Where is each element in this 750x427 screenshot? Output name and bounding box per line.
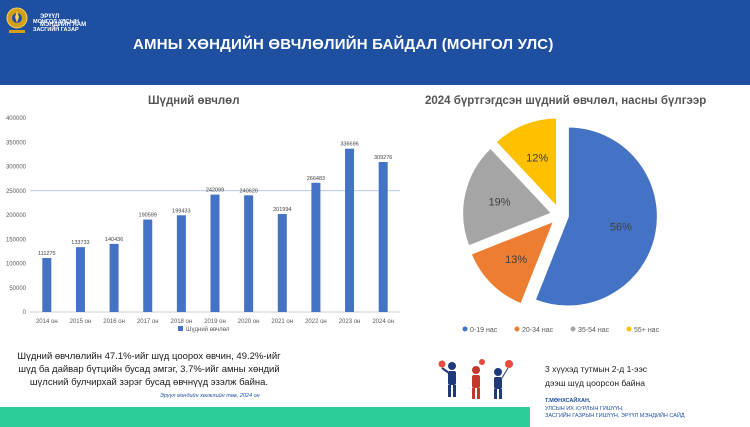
header-banner: МОНГОЛ УЛСЫН ЗАСГИЙН ГАЗАР ЭРҮҮЛ МЭНДИЙН…	[0, 0, 750, 85]
bar-value-label: 111275	[38, 251, 56, 257]
bar	[143, 219, 153, 312]
bar	[277, 214, 287, 312]
legend-swatch	[462, 326, 468, 332]
y-tick-label: 50000	[9, 286, 26, 292]
x-tick-label: 2024 он	[372, 319, 394, 325]
bar-value-label: 309276	[374, 155, 392, 161]
bar	[345, 148, 355, 312]
legend-swatch	[570, 326, 576, 332]
y-tick-label: 300000	[6, 165, 27, 171]
bar	[176, 215, 186, 312]
bar	[244, 195, 254, 312]
legend-swatch	[626, 326, 632, 332]
statistic-note: 3 хүүхэд тутмын 2-д 1-ээс дээш шүд цоорс…	[545, 364, 648, 388]
bar-value-label: 201994	[273, 207, 291, 213]
bar-value-label: 190599	[139, 213, 157, 219]
bar	[75, 247, 85, 312]
y-tick-label: 400000	[6, 116, 27, 122]
bar-value-label: 199433	[172, 208, 190, 214]
legend-label: 35-54 нас	[578, 327, 610, 334]
legend-label: 0-19 нас	[470, 327, 498, 334]
bar	[210, 194, 220, 312]
slice-value-label: 19%	[488, 196, 510, 208]
pie-slice	[494, 116, 559, 211]
x-tick-label: 2019 он	[204, 319, 226, 325]
pie-slice	[461, 146, 554, 248]
x-tick-label: 2022 он	[305, 319, 327, 325]
x-tick-label: 2020 он	[238, 319, 260, 325]
bar-value-label: 133733	[71, 240, 89, 246]
bar	[378, 162, 388, 312]
author-signature: Т.МӨНХСАЙХАН, УЛСЫН ИХ ХУРЛЫН ГИШҮҮН, ЗА…	[545, 398, 685, 419]
legend-swatch	[178, 326, 183, 331]
x-tick-label: 2018 он	[171, 319, 193, 325]
x-tick-label: 2015 он	[70, 319, 92, 325]
brand-text: МОНГОЛ УЛСЫН ЗАСГИЙН ГАЗАР	[33, 19, 79, 33]
slice-value-label: 56%	[610, 222, 632, 234]
bar-value-label: 240620	[239, 188, 257, 194]
y-tick-label: 350000	[6, 140, 27, 146]
pie-slice	[469, 218, 557, 306]
x-tick-label: 2021 он	[271, 319, 293, 325]
bar	[42, 258, 52, 312]
y-tick-label: 150000	[6, 237, 27, 243]
bar-chart: 0 50000 100000 150000 200000 250000 300000 3500…	[6, 116, 400, 333]
x-tick-label: 2014 он	[36, 319, 58, 325]
slice-value-label: 12%	[526, 152, 548, 164]
y-tick-label: 0	[23, 310, 27, 316]
bar-value-label: 336696	[340, 142, 358, 148]
legend-swatch	[514, 326, 520, 332]
x-tick-label: 2016 он	[103, 319, 125, 325]
source-text: Эрүүл мэндийн хөгжлийн төв, 2024 он	[160, 393, 260, 399]
legend-label: 55+ нас	[634, 327, 660, 334]
bar	[311, 182, 321, 312]
x-tick-label: 2023 он	[339, 319, 361, 325]
bar-value-label: 242099	[206, 188, 224, 194]
slice-value-label: 13%	[505, 254, 527, 266]
children-icon	[438, 359, 513, 399]
bar-value-label: 140436	[105, 237, 123, 243]
bar-value-label: 266483	[307, 176, 325, 182]
pie-chart-title: 2024 бүртгэгдсэн шүдний өвчлөл, насны бү…	[425, 95, 707, 107]
y-tick-label: 250000	[6, 189, 27, 195]
legend-label: 20-34 нас	[522, 327, 554, 334]
ministry-name: ЭРҮҮЛ МЭНДИЙН ЯАМ	[40, 14, 87, 28]
footer-bar	[0, 407, 530, 427]
summary-text: Шүдний өвчлөлийн 47.1%-ийг шүд цоорох өв…	[17, 351, 281, 388]
legend-label: Шүдний өвчлөл	[186, 326, 230, 333]
bar-chart-title: Шүдний өвчлөл	[148, 95, 240, 107]
x-tick-label: 2017 он	[137, 319, 159, 325]
pie-slice	[533, 125, 659, 308]
pie-chart: 56% 13% 19% 12% 0-19 нас 20-34 нас 35-54 нас 55…	[461, 116, 660, 334]
bar	[109, 243, 119, 312]
y-tick-label: 100000	[6, 262, 27, 268]
y-tick-label: 200000	[6, 213, 27, 219]
page-title: АМНЫ ХӨНДИЙН ӨВЧЛӨЛИЙН БАЙДАЛ (МОНГОЛ УЛ…	[133, 36, 554, 53]
state-emblem-icon	[6, 7, 28, 33]
